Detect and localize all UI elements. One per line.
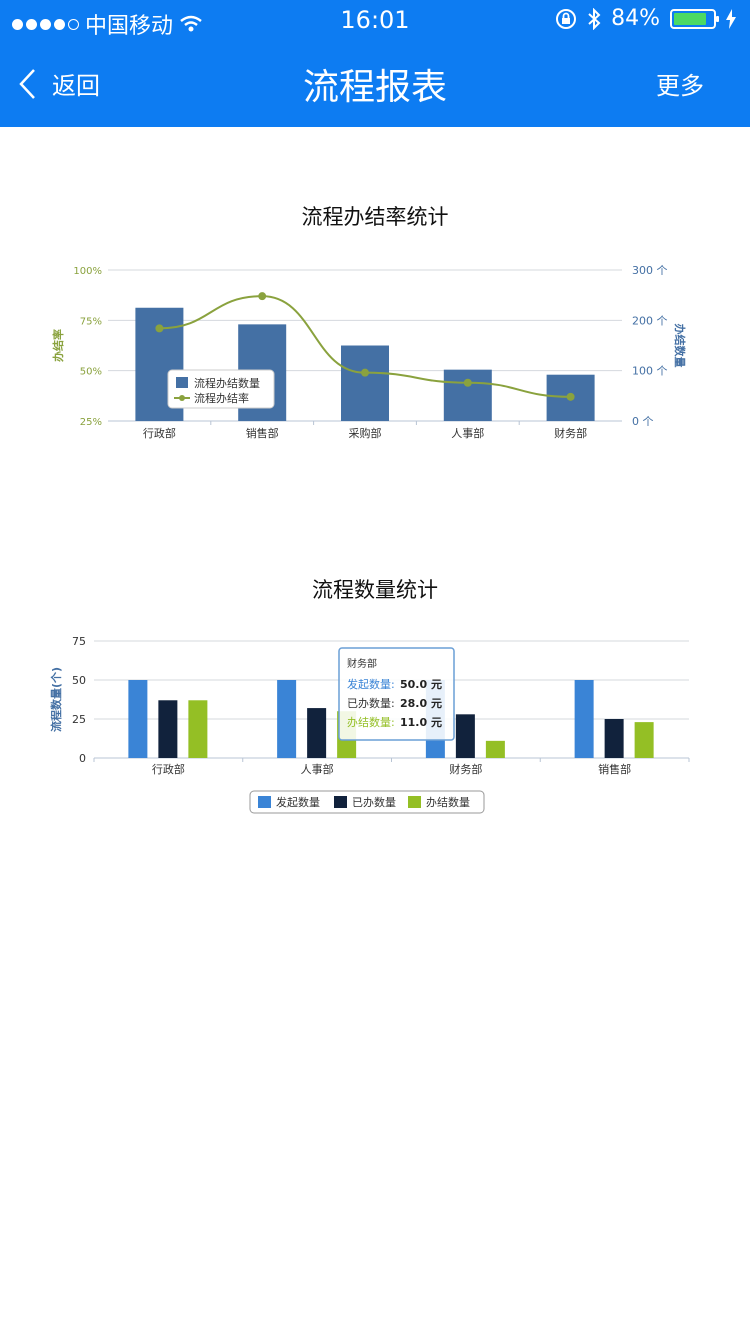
y-right-tick-label: 300 个 xyxy=(632,264,668,277)
line-point xyxy=(258,292,267,301)
legend-label: 发起数量 xyxy=(276,795,320,809)
bar-mark xyxy=(158,700,178,758)
bar-mark xyxy=(128,680,148,758)
x-tick-label: 销售部 xyxy=(246,426,279,440)
x-tick-label: 财务部 xyxy=(554,426,587,440)
battery-percent: 84% xyxy=(611,6,660,31)
rotation-lock-icon xyxy=(556,8,577,29)
legend-label: 流程办结数量 xyxy=(194,376,260,390)
tooltip-box xyxy=(338,647,455,741)
status-right: 84% xyxy=(555,6,736,31)
chevron-left-icon xyxy=(19,68,35,99)
legend-swatch xyxy=(334,796,347,808)
bar-mark xyxy=(634,722,654,758)
legend-box xyxy=(249,790,485,814)
signal-strength-icon xyxy=(12,18,79,30)
line-point xyxy=(566,392,575,401)
line-point xyxy=(361,368,369,377)
y-right-tick-label: 0 个 xyxy=(632,415,654,428)
y-left-tick-label: 100% xyxy=(73,266,102,277)
bar-mark xyxy=(443,369,492,421)
bar-mark xyxy=(341,345,389,421)
y-tick-label: 50 xyxy=(72,674,86,687)
bar-mark xyxy=(307,708,327,758)
header: 中国移动 16:01 84% xyxy=(0,0,750,127)
bar-mark xyxy=(277,680,297,758)
bar-mark xyxy=(188,700,208,758)
tooltip-row-value: 11.0 元 xyxy=(400,716,442,729)
bar-mark xyxy=(604,719,624,758)
y-right-tick-label: 200 个 xyxy=(632,314,668,327)
back-label: 返回 xyxy=(52,72,100,100)
bar-mark xyxy=(455,714,475,758)
x-tick-label: 采购部 xyxy=(349,426,382,440)
y-axis-label: 流程数量(个) xyxy=(49,667,63,732)
line-point xyxy=(155,324,164,333)
chart1-title: 流程办结率统计 xyxy=(301,205,449,229)
battery-icon xyxy=(670,8,719,29)
tooltip-row-value: 50.0 元 xyxy=(400,678,442,691)
charging-icon xyxy=(726,8,736,29)
signal-group: 中国移动 xyxy=(12,8,203,40)
line-point xyxy=(463,378,472,387)
line-series xyxy=(159,295,571,398)
legend-label: 已办数量 xyxy=(352,796,396,809)
x-tick-label: 行政部 xyxy=(143,426,176,440)
legend-marker xyxy=(179,395,185,401)
back-button[interactable]: 返回 xyxy=(18,66,100,101)
y-right-tick-label: 100 个 xyxy=(632,365,668,378)
tooltip-row-label: 办结数量: xyxy=(347,716,395,729)
carrier-label: 中国移动 xyxy=(85,14,174,39)
legend-swatch xyxy=(408,796,421,808)
y-left-axis-label: 办结率 xyxy=(51,329,65,362)
tooltip-row-value: 28.0 元 xyxy=(400,697,442,710)
legend-swatch xyxy=(258,796,271,808)
chart2-title: 流程数量统计 xyxy=(312,578,438,602)
y-tick-label: 0 xyxy=(79,752,86,765)
clock: 16:01 xyxy=(340,6,410,34)
legend-swatch xyxy=(176,377,188,388)
x-tick-label: 行政部 xyxy=(152,762,185,776)
legend-label: 办结数量 xyxy=(426,796,470,809)
x-tick-label: 人事部 xyxy=(451,426,484,440)
more-button[interactable]: 更多 xyxy=(656,72,704,100)
completion-rate-chart: 100% 300 个 75% 200 个 50% 100 个 25% 0 个 办结率 办结数量行政… xyxy=(51,264,687,440)
y-left-tick-label: 75% xyxy=(80,316,102,327)
legend-box xyxy=(167,369,275,409)
wifi-icon xyxy=(180,15,202,32)
status-bar: 中国移动 16:01 84% xyxy=(0,0,750,40)
legend-label: 流程办结率 xyxy=(194,391,249,405)
tooltip-title: 财务部 xyxy=(347,657,377,670)
x-tick-label: 人事部 xyxy=(301,762,334,776)
y-left-tick-label: 25% xyxy=(80,417,102,428)
bluetooth-icon xyxy=(588,7,601,30)
bar-mark xyxy=(485,740,505,758)
x-tick-label: 财务部 xyxy=(449,762,482,776)
page-title: 流程报表 xyxy=(302,67,447,108)
y-right-axis-label: 办结数量 xyxy=(673,324,687,368)
y-tick-label: 75 xyxy=(72,635,86,648)
tooltip-row-label: 已办数量: xyxy=(347,697,395,710)
bar-mark xyxy=(574,680,594,758)
nav-bar: 返回 流程报表 更多 xyxy=(0,40,750,127)
x-tick-label: 销售部 xyxy=(598,762,631,776)
y-left-tick-label: 50% xyxy=(80,367,102,378)
tooltip-row-label: 发起数量: xyxy=(347,677,395,691)
y-tick-label: 25 xyxy=(72,713,86,726)
